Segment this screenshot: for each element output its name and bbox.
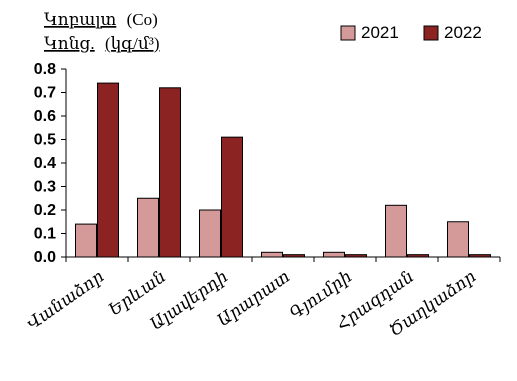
bar-2022-3 — [283, 254, 305, 258]
legend: 2021 2022 — [340, 23, 482, 42]
title-line2-unit: (կգ/մ³) — [105, 34, 160, 53]
bar-2021-6 — [447, 221, 469, 258]
title-line-1: Կոբալտ (Co) — [44, 10, 158, 29]
bar-2021-3 — [261, 251, 283, 258]
bar-2021-0 — [75, 223, 97, 258]
y-tick-label: 0.1 — [34, 226, 56, 243]
legend-label-2022: 2022 — [444, 23, 482, 42]
bar-2022-1 — [159, 87, 181, 258]
y-tick-label: 0.5 — [34, 132, 56, 149]
legend-swatch-2022 — [423, 25, 439, 41]
title-line-2: Կոնց. (կգ/մ³) — [44, 34, 160, 53]
y-tick-label: 0.3 — [34, 179, 56, 196]
bar-2021-5 — [385, 204, 407, 258]
y-tick-label: 0.2 — [34, 202, 56, 219]
bar-2022-4 — [345, 254, 367, 258]
title-line2-word: Կոնց. — [44, 34, 95, 53]
y-tick-label: 0.8 — [34, 61, 56, 78]
title-line1-word: Կոբալտ — [44, 10, 117, 29]
bar-2022-0 — [97, 82, 119, 258]
plot-area: 0.00.10.20.30.40.50.60.70.8ՎանաձորԵրևանԱ… — [23, 61, 501, 340]
bar-2021-2 — [199, 209, 221, 258]
x-category-label: Վանաձոր — [23, 267, 107, 334]
bar-2021-4 — [323, 251, 345, 258]
bar-2022-2 — [221, 136, 243, 258]
legend-label-2021: 2021 — [361, 23, 399, 42]
bar-2021-1 — [137, 197, 159, 258]
y-tick-label: 0.7 — [34, 85, 56, 102]
bar-2022-5 — [407, 254, 429, 258]
y-tick-label: 0.0 — [34, 249, 56, 266]
bar-2022-6 — [469, 254, 491, 258]
y-tick-label: 0.4 — [34, 155, 56, 172]
y-tick-label: 0.6 — [34, 108, 56, 125]
legend-swatch-2021 — [340, 25, 356, 41]
title-line1-unit: (Co) — [127, 10, 158, 29]
